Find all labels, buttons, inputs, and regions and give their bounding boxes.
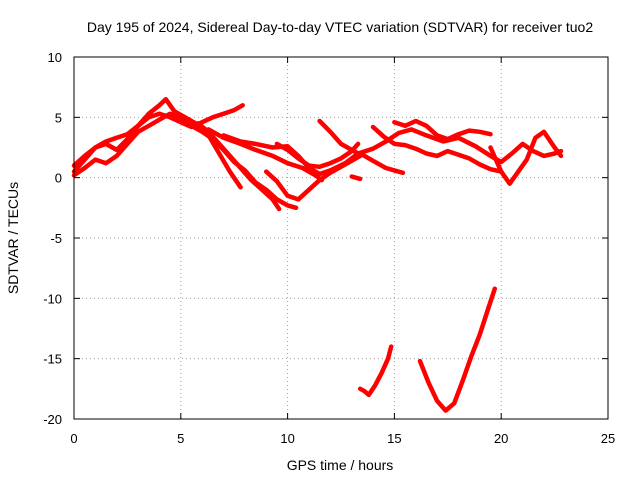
y-tick-label: 5	[55, 110, 62, 125]
series-group	[71, 96, 564, 413]
series-line-track-6	[221, 127, 564, 177]
x-axis-label: GPS time / hours	[287, 457, 394, 473]
series-line-track-13	[488, 129, 564, 186]
series-line-track-11	[370, 124, 504, 174]
x-tick-label: 5	[177, 431, 184, 446]
ticks: 0 5 10 15 20 25 -20 -15 -10 -5 0 5 10	[43, 50, 615, 446]
series-line-track-14	[357, 344, 394, 398]
y-tick-label: -15	[43, 352, 62, 367]
x-tick-label: 15	[387, 431, 401, 446]
series-line-track-12	[392, 118, 493, 142]
x-tick-label: 10	[280, 431, 294, 446]
y-tick-label: -5	[50, 231, 62, 246]
y-tick-label: -10	[43, 291, 62, 306]
series-line-track-10	[349, 174, 363, 182]
plot-frame	[73, 56, 609, 420]
y-tick-label: 10	[48, 50, 62, 65]
series-line-track-3	[71, 111, 299, 211]
y-tick-label: -20	[43, 412, 62, 427]
y-tick-label: 0	[55, 171, 62, 186]
series-line-track-4	[195, 121, 282, 212]
series-line-track-9	[317, 118, 361, 156]
x-tick-label: 25	[601, 431, 615, 446]
x-tick-label: 20	[494, 431, 508, 446]
series-line-track-5	[206, 127, 325, 183]
series-line-track-15	[417, 286, 498, 413]
chart-title: Day 195 of 2024, Sidereal Day-to-day VTE…	[87, 19, 594, 35]
series-line-track-8	[274, 141, 361, 170]
x-tick-label: 0	[70, 431, 77, 446]
series-line-track-7	[263, 152, 406, 202]
y-axis-label: SDTVAR / TECUs	[5, 182, 21, 294]
